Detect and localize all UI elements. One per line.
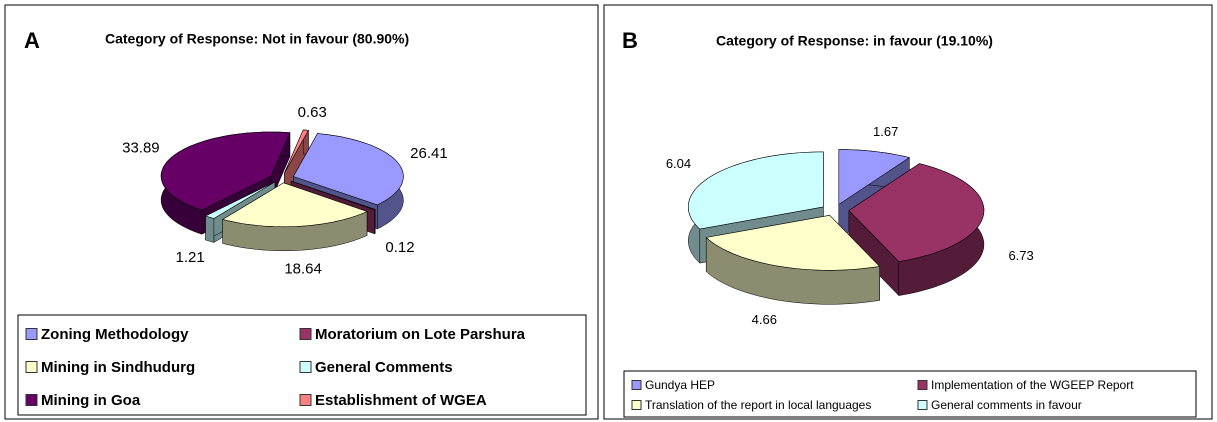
data-label: 0.12 [385, 239, 414, 256]
legend-swatch [25, 394, 38, 406]
slice [838, 149, 911, 206]
slice [848, 163, 985, 297]
legend-label: General Comments [315, 359, 453, 376]
slice [848, 163, 985, 262]
data-label: 1.67 [873, 124, 898, 139]
legend-box [17, 314, 587, 416]
legend-swatch [299, 328, 312, 340]
slice [291, 180, 376, 211]
legend-label: Translation of the report in local langu… [645, 398, 871, 412]
legend-label: Mining in Sindhudurg [41, 359, 195, 376]
legend-label: Moratorium on Lote Parshura [315, 326, 526, 343]
legend-box [623, 370, 1197, 418]
legend-label: Gundya HEP [645, 378, 715, 392]
data-label: 18.64 [284, 260, 322, 277]
slice [221, 182, 368, 252]
slice-side [205, 215, 215, 243]
legend-label: Establishment of WGEA [315, 392, 487, 409]
slice [221, 182, 368, 228]
slice [284, 129, 309, 174]
data-label: 1.21 [176, 249, 205, 266]
legend-swatch [917, 400, 928, 410]
legend-label: General comments in favour [931, 398, 1082, 412]
legend-swatch [917, 380, 928, 390]
data-label: 26.41 [410, 145, 448, 162]
panel-label: B [622, 28, 638, 53]
panel-label: A [24, 28, 40, 53]
data-label: 6.04 [666, 156, 691, 171]
data-label: 33.89 [122, 139, 160, 156]
legend-swatch [25, 328, 38, 340]
data-label: 4.66 [752, 312, 777, 327]
legend-label: Mining in Goa [41, 392, 141, 409]
legend-swatch [631, 380, 642, 390]
slice [284, 129, 309, 199]
legend-swatch [631, 400, 642, 410]
slice [292, 133, 404, 206]
legend-label: Implementation of the WGEEP Report [931, 378, 1134, 392]
legend-label: Zoning Methodology [41, 326, 189, 343]
data-label: 0.63 [298, 104, 327, 121]
slice-side [374, 209, 376, 235]
slice [705, 214, 881, 271]
data-label: 6.73 [1008, 248, 1033, 263]
slice [204, 181, 276, 219]
slice [705, 214, 881, 305]
chart-title: Category of Response: in favour (19.10%) [716, 33, 993, 49]
legend-swatch [299, 361, 312, 373]
chart-title: Category of Response: Not in favour (80.… [105, 31, 409, 47]
slice [687, 151, 824, 230]
slice [160, 131, 291, 211]
legend-swatch [25, 361, 38, 373]
legend-swatch [299, 394, 312, 406]
